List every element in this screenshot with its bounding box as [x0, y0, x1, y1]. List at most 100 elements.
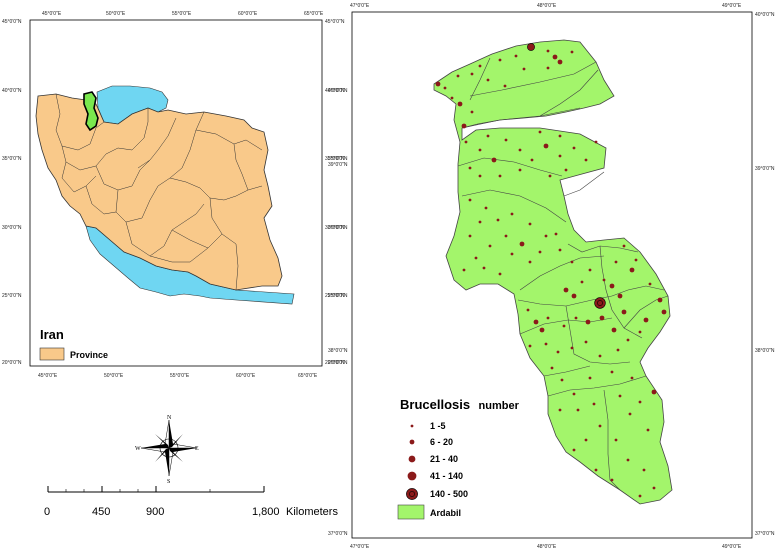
ardabil-left-tick: 20°0'0"N	[328, 360, 348, 366]
iran-bottom-tick: 50°0'0"E	[104, 373, 124, 379]
ardabil-left-tick: 40°0'0"N	[328, 88, 348, 94]
case-dot	[527, 43, 535, 51]
case-dot	[572, 392, 576, 396]
case-dot	[457, 101, 463, 107]
case-dot	[622, 244, 626, 248]
scale-bar: 0 450 900 1,800 Kilometers	[44, 486, 338, 518]
iran-top-tick: 45°0'0"E	[42, 11, 62, 17]
iran-right-tick: 20°0'0"N	[325, 360, 345, 366]
iran-right-ticks: 45°0'0"N 40°0'0"N 35°0'0"N 30°0'0"N 25°0…	[325, 19, 345, 366]
case-dot	[614, 260, 618, 264]
ardabil-top-tick: 48°0'0"E	[537, 3, 557, 9]
ardabil-left-tick: 38°0'0"N	[328, 348, 348, 354]
case-dot	[522, 67, 526, 71]
case-dot	[638, 330, 642, 334]
case-dot	[570, 260, 574, 264]
case-dot	[450, 96, 454, 100]
ardabil-left-tick: 30°0'0"N	[328, 225, 348, 231]
case-dot	[638, 400, 642, 404]
case-dot	[558, 408, 562, 412]
legend-symbol-21-40	[408, 455, 416, 463]
iran-map-panel: Iran Province 45°0'0"E 50°0'0"E 55°0'0"E…	[2, 11, 345, 379]
case-dot	[519, 241, 525, 247]
case-dot	[470, 110, 474, 114]
case-dot	[491, 157, 497, 163]
case-dot	[470, 72, 474, 76]
case-dot	[498, 174, 502, 178]
case-dot	[533, 319, 539, 325]
case-dot	[518, 148, 522, 152]
legend-class-label: 6 - 20	[430, 437, 453, 447]
legend-symbol-6-20	[409, 439, 415, 445]
iran-bottom-tick: 55°0'0"E	[170, 373, 190, 379]
case-dot	[538, 250, 542, 254]
brucellosis-legend-items: 1 -5 6 - 20 21 - 40 41 - 140 140 - 500 A…	[397, 421, 468, 520]
province-borders	[55, 93, 263, 291]
ardabil-left-tick: 39°0'0"N	[328, 162, 348, 168]
case-dot-ring	[597, 300, 603, 306]
case-dot	[560, 378, 564, 382]
case-dot	[574, 316, 578, 320]
iran-left-tick: 30°0'0"N	[2, 225, 22, 231]
iran-bottom-ticks: 45°0'0"E 50°0'0"E 55°0'0"E 60°0'0"E 65°0…	[38, 373, 318, 379]
case-dot	[642, 468, 646, 472]
iran-right-tick: 35°0'0"N	[325, 156, 345, 162]
legend-symbol-1-5	[410, 424, 414, 428]
case-dot	[526, 308, 530, 312]
case-dot	[539, 327, 545, 333]
ardabil-right-tick: 38°0'0"N	[755, 348, 775, 354]
case-dot	[572, 448, 576, 452]
ardabil-left-ticks: 40°0'0"N 35°0'0"N 39°0'0"N 30°0'0"N 25°0…	[328, 88, 348, 537]
case-dot	[630, 376, 634, 380]
case-dot	[468, 234, 472, 238]
case-dot	[546, 66, 550, 70]
iran-top-ticks: 45°0'0"E 50°0'0"E 55°0'0"E 60°0'0"E 65°0…	[42, 11, 324, 17]
ardabil-right-tick: 39°0'0"N	[755, 166, 775, 172]
scale-label: 0	[44, 506, 50, 518]
case-dot	[584, 340, 588, 344]
ardabil-legend-label: Ardabil	[430, 508, 461, 518]
case-dot	[626, 458, 630, 462]
ardabil-left-tick: 37°0'0"N	[328, 531, 348, 537]
case-dot	[652, 486, 656, 490]
case-dot	[498, 272, 502, 276]
case-dot	[558, 154, 562, 158]
case-dot	[461, 123, 467, 129]
case-dot	[503, 84, 507, 88]
case-dot	[626, 338, 630, 342]
ardabil-map-panel: Brucellosis number 1 -5 6 - 20 21 - 40 4…	[328, 3, 775, 550]
case-dot	[530, 158, 534, 162]
iran-top-tick: 65°0'0"E	[304, 11, 324, 17]
iran-left-tick: 40°0'0"N	[2, 88, 22, 94]
case-dot	[435, 81, 441, 87]
scale-label: 900	[146, 506, 164, 518]
iran-right-tick: 25°0'0"N	[325, 293, 345, 299]
case-dot	[584, 158, 588, 162]
case-dot	[617, 293, 623, 299]
case-dot	[584, 438, 588, 442]
scale-unit: Kilometers	[286, 506, 338, 518]
case-dot	[580, 280, 584, 284]
ardabil-top-tick: 47°0'0"E	[350, 3, 370, 9]
case-dot	[558, 134, 562, 138]
ardabil-left-tick: 35°0'0"N	[328, 156, 348, 162]
compass-n-label: N	[167, 415, 172, 421]
case-dot	[646, 428, 650, 432]
case-dot	[643, 317, 649, 323]
case-dot	[546, 49, 550, 53]
case-dot	[478, 174, 482, 178]
case-dot	[498, 58, 502, 62]
case-dot	[598, 354, 602, 358]
iran-right-tick: 40°0'0"N	[325, 88, 345, 94]
case-dot	[462, 268, 466, 272]
case-dot	[562, 324, 566, 328]
case-dot	[610, 370, 614, 374]
legend-symbol-41-140	[407, 471, 417, 481]
case-dot	[570, 50, 574, 54]
case-dot	[570, 346, 574, 350]
case-dot	[544, 342, 548, 346]
case-dot	[628, 412, 632, 416]
case-dot	[558, 248, 562, 252]
iran-legend-title: Iran	[40, 327, 64, 342]
case-dot	[518, 168, 522, 172]
